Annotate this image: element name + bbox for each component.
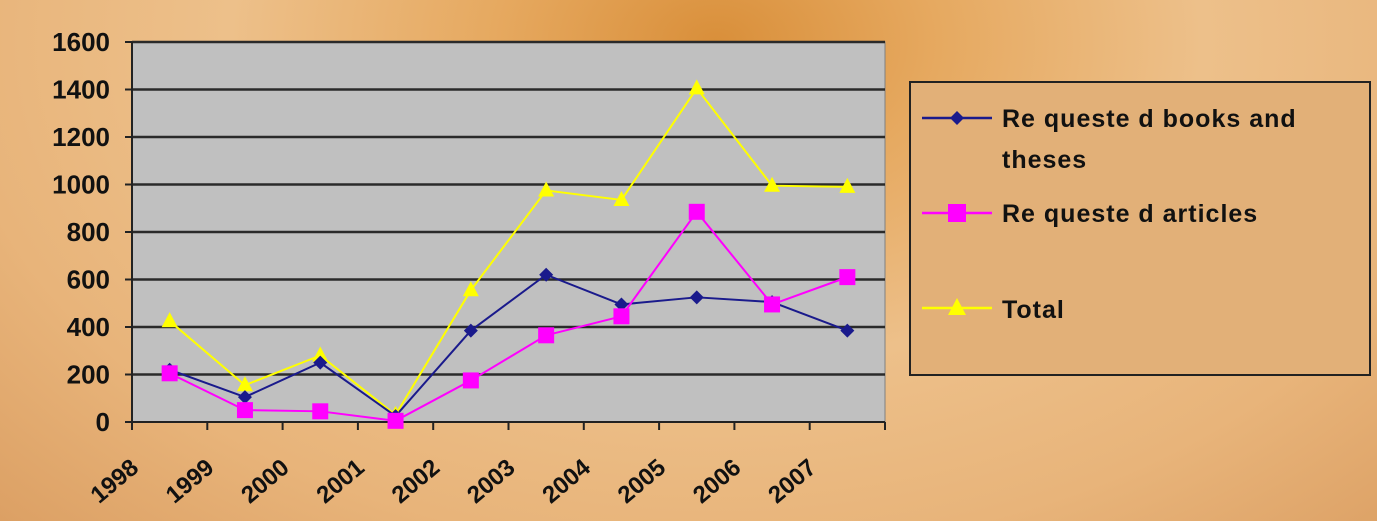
data-point — [689, 290, 704, 305]
data-point — [312, 346, 329, 362]
x-tick-label: 2001 — [312, 454, 370, 509]
data-point — [764, 176, 781, 192]
x-tick-label: 2003 — [462, 454, 520, 509]
legend-label-books-line2: theses — [1002, 146, 1087, 174]
data-point — [614, 297, 629, 312]
y-tick-label: 200 — [67, 360, 110, 390]
data-point — [839, 177, 856, 193]
x-tick-label: 2005 — [613, 454, 671, 509]
data-point — [539, 267, 554, 282]
data-point — [613, 308, 630, 325]
data-point — [688, 79, 705, 95]
data-point — [839, 269, 856, 286]
legend-label-total: Total — [1002, 296, 1065, 324]
legend-label-articles: Re queste d articles — [1002, 200, 1258, 228]
data-point — [236, 402, 253, 419]
x-tick-label: 2007 — [763, 454, 821, 509]
data-point — [463, 323, 478, 338]
legend-label-books-line1: Re queste d books and — [1002, 105, 1297, 133]
data-point — [313, 355, 328, 370]
data-point — [840, 323, 855, 338]
data-point — [462, 281, 479, 297]
data-point — [764, 296, 781, 313]
data-point — [538, 327, 555, 344]
x-tick-label: 2002 — [387, 454, 445, 509]
gridlines — [132, 40, 885, 376]
data-point — [312, 403, 329, 420]
legend-marker-diamond-icon — [950, 111, 964, 125]
legend: Re queste d books and theses Re queste d… — [909, 81, 1371, 376]
data-point — [387, 412, 404, 429]
legend-marker-square-icon — [948, 204, 966, 222]
y-tick-label: 800 — [67, 217, 110, 247]
data-point — [161, 365, 178, 382]
x-tick-label: 1998 — [86, 454, 144, 509]
series-line — [169, 87, 848, 416]
y-axis-ticks: 0 200 400 600 800 1000 1200 1400 1600 — [52, 27, 132, 437]
x-axis-ticks: 1998 1999 2000 2001 2002 2003 2004 2005 2006 2007 — [86, 422, 886, 509]
data-point — [538, 181, 555, 197]
data-point — [161, 312, 178, 328]
legend-marker-triangle-icon — [948, 298, 966, 315]
y-tick-label: 1600 — [52, 27, 110, 57]
series-line — [169, 210, 848, 422]
y-tick-label: 1400 — [52, 75, 110, 105]
y-tick-label: 600 — [67, 265, 110, 295]
series-lines — [161, 79, 856, 429]
x-tick-label: 2004 — [537, 453, 596, 508]
series-line — [169, 273, 848, 418]
x-tick-label: 1999 — [161, 454, 219, 509]
data-point — [688, 203, 705, 220]
data-point — [236, 376, 253, 392]
x-tick-label: 2006 — [688, 454, 746, 509]
y-tick-label: 1200 — [52, 122, 110, 152]
y-tick-label: 1000 — [52, 170, 110, 200]
data-point — [462, 372, 479, 389]
y-tick-label: 0 — [96, 407, 110, 437]
y-tick-label: 400 — [67, 312, 110, 342]
x-tick-label: 2000 — [236, 454, 294, 509]
data-point — [613, 190, 630, 206]
legend-box — [909, 81, 1371, 376]
data-point — [237, 390, 252, 405]
